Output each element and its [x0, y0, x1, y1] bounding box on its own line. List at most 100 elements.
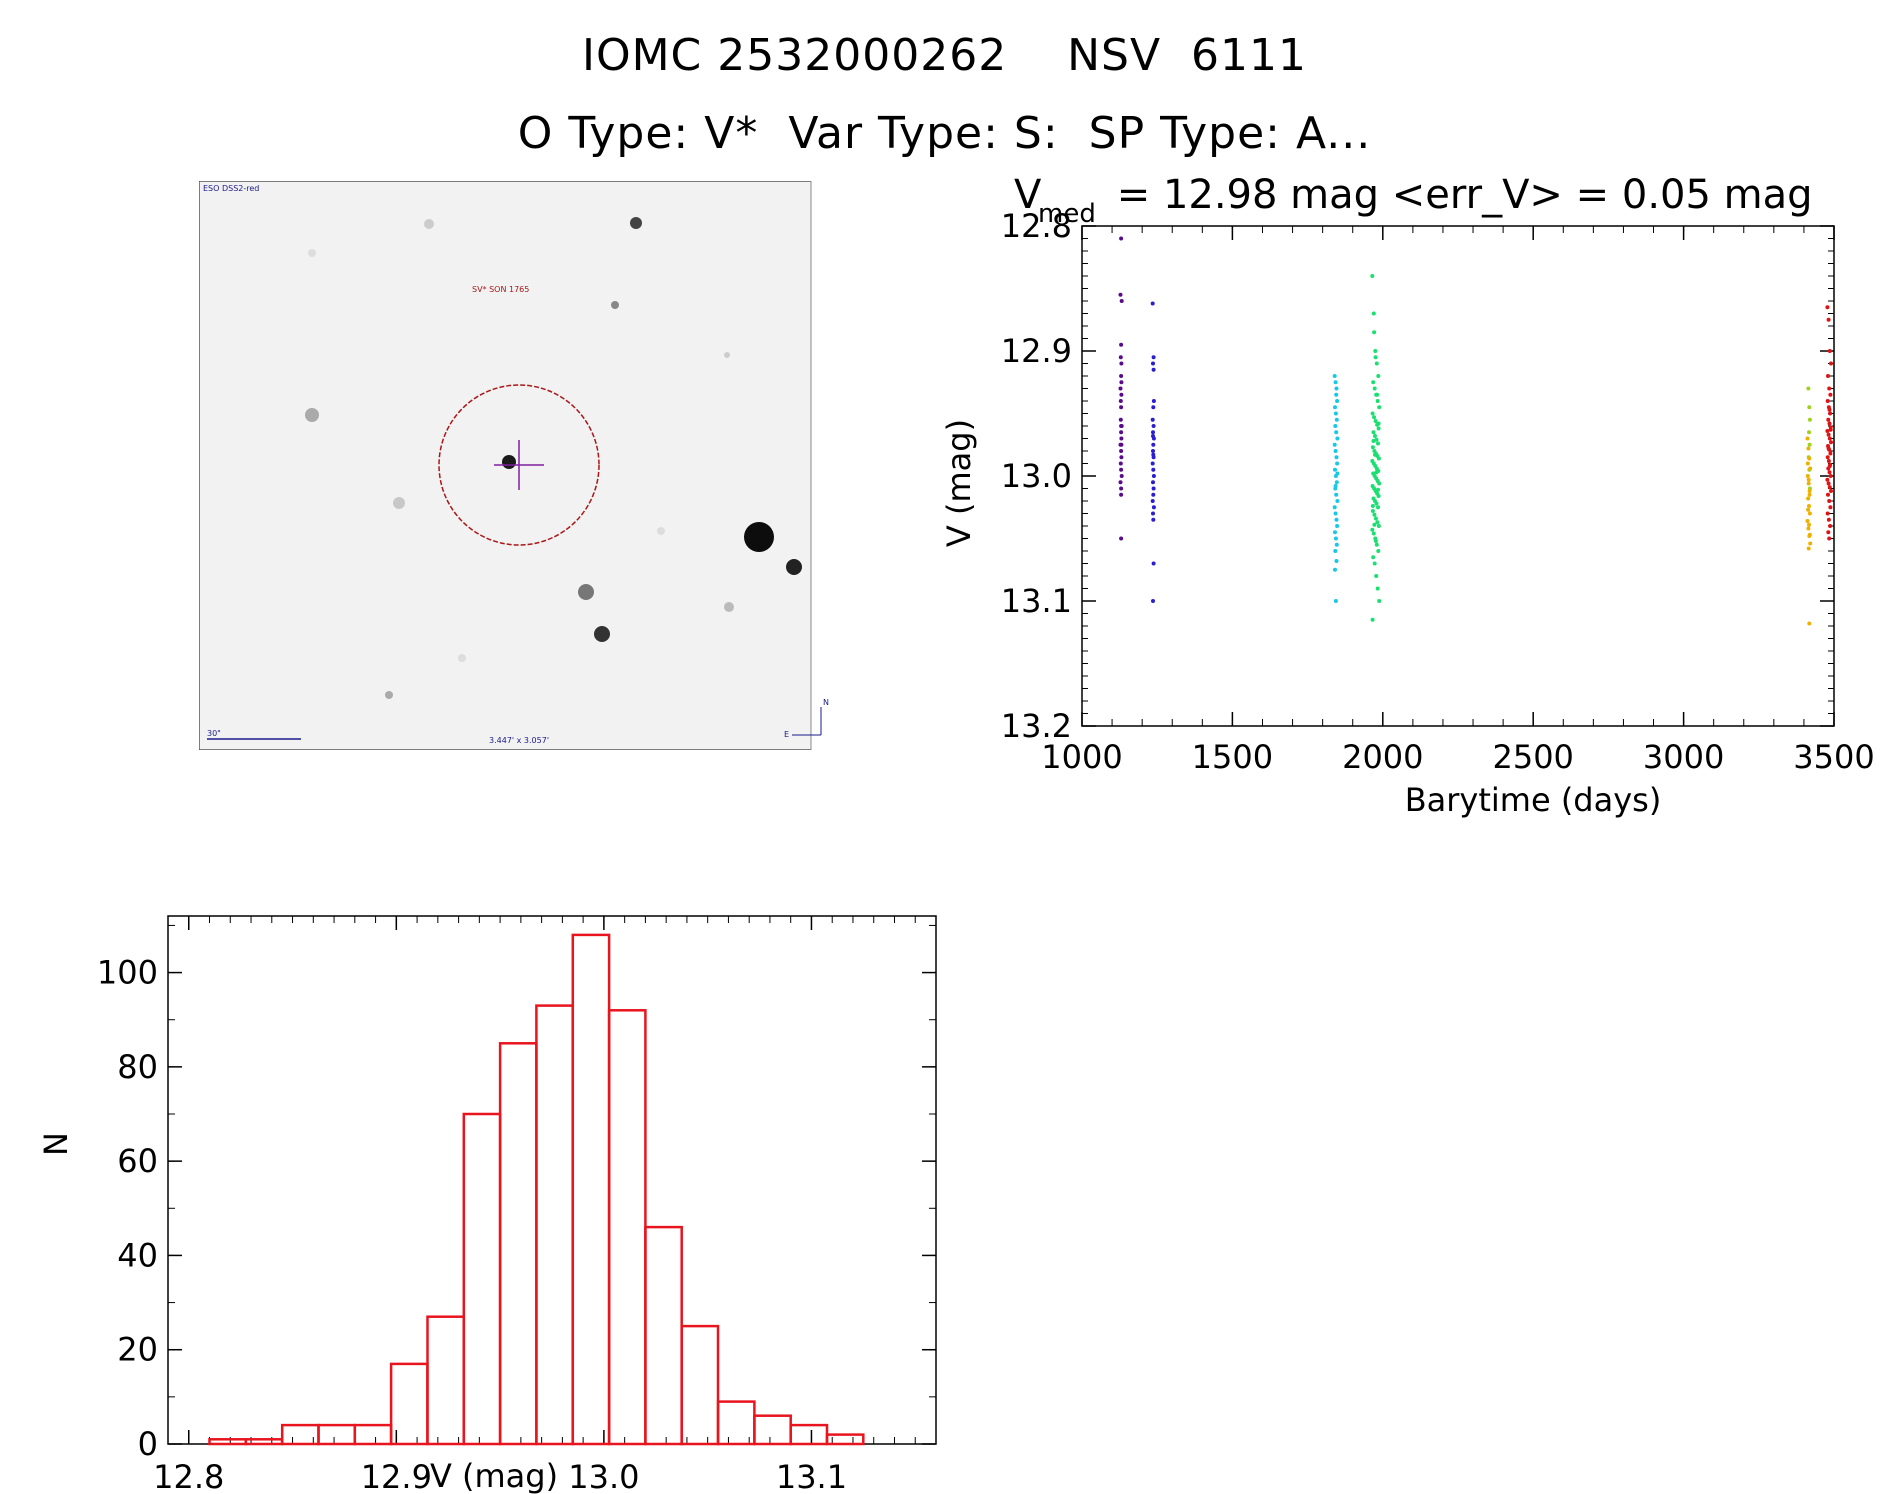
lc-point	[1825, 477, 1830, 482]
hist-bar	[753, 1414, 792, 1446]
lc-point	[1807, 456, 1812, 461]
lc-point	[1825, 305, 1830, 310]
hist-y-tick-label: 20	[117, 1331, 158, 1369]
lc-point	[1806, 496, 1811, 501]
lc-point	[1371, 531, 1376, 536]
lc-point	[1334, 392, 1339, 397]
lc-point	[1826, 446, 1831, 451]
lc-point	[1828, 392, 1833, 397]
lc-point	[1118, 292, 1123, 297]
lc-point	[1828, 451, 1833, 456]
lc-point	[1827, 536, 1832, 541]
lc-point	[1334, 542, 1339, 547]
lc-point	[1376, 456, 1381, 461]
lc-point	[1333, 549, 1338, 553]
lc-point	[1370, 527, 1375, 532]
lc-point	[1826, 317, 1831, 322]
star	[594, 626, 610, 642]
lc-point	[1118, 399, 1123, 403]
hist-bar	[644, 1225, 683, 1446]
hist-plot-frame	[167, 915, 937, 1445]
lc-point	[1825, 429, 1830, 433]
lc-point	[1828, 411, 1833, 416]
lc-point	[1371, 555, 1376, 560]
lc-point	[1151, 355, 1156, 360]
lc-point	[1806, 446, 1811, 451]
scale-label: 30"	[207, 729, 221, 738]
lc-y-tick-label: 12.9	[1001, 332, 1072, 370]
star	[305, 408, 319, 422]
hist-xlabel: V (mag)	[430, 1457, 558, 1494]
lc-point	[1826, 530, 1831, 535]
lc-point	[1806, 526, 1811, 531]
lc-point	[1829, 489, 1833, 493]
lc-point	[1376, 494, 1381, 498]
hist-bar	[680, 1324, 720, 1446]
lc-point	[1334, 386, 1339, 391]
lc-point	[1151, 505, 1156, 510]
lc-point	[1807, 489, 1812, 493]
star	[786, 559, 802, 575]
lc-x-tick-label: 3500	[1793, 738, 1874, 776]
hist-ylabel: N	[40, 1132, 75, 1156]
lc-point	[1373, 355, 1378, 360]
lc-point	[1151, 474, 1156, 478]
title-line-1: IOMC 2532000262 NSV 6111	[581, 30, 1308, 81]
lc-point	[1333, 536, 1338, 541]
lc-point	[1119, 424, 1124, 428]
lc-point	[1334, 517, 1339, 522]
lc-point	[1151, 561, 1156, 566]
hist-y-tick-label: 100	[97, 954, 158, 992]
lc-point	[1372, 330, 1377, 335]
lc-title-rest: = 12.98 mag <err_V> = 0.05 mag	[1104, 172, 1813, 218]
lc-xlabel: Barytime (days)	[1405, 781, 1662, 819]
lc-point	[1333, 599, 1338, 603]
lc-point	[1333, 405, 1337, 410]
finder-image-right-strip	[811, 181, 839, 750]
lc-point	[1373, 349, 1378, 353]
lc-point	[1150, 417, 1155, 422]
hist-bar	[208, 1438, 248, 1446]
lc-point	[1370, 445, 1375, 450]
lc-y-tick-label: 13.1	[1001, 582, 1072, 620]
lc-point	[1118, 461, 1123, 466]
lc-point	[1826, 374, 1830, 378]
lc-point	[1828, 505, 1833, 510]
lc-point	[1119, 374, 1124, 378]
hist-bar	[317, 1423, 357, 1446]
lc-point	[1334, 559, 1339, 563]
lc-point	[1151, 361, 1155, 366]
lc-plot-frame	[1081, 225, 1835, 727]
lc-point	[1805, 474, 1810, 478]
lc-point	[1805, 519, 1810, 523]
lc-point	[1119, 474, 1124, 478]
lc-point	[1151, 367, 1156, 372]
lc-point	[1150, 301, 1155, 306]
lc-point	[1334, 417, 1339, 422]
hist-x-tick-label: 13.1	[776, 1458, 847, 1494]
lc-title-main: V	[1014, 172, 1042, 218]
star	[502, 455, 516, 469]
hist-bar	[535, 1004, 574, 1446]
lc-point	[1825, 455, 1830, 460]
lc-point	[1335, 471, 1340, 476]
lc-point	[1370, 411, 1375, 416]
lc-point	[1376, 421, 1381, 426]
lc-point	[1827, 421, 1832, 426]
lc-point	[1118, 355, 1123, 360]
lc-point	[1376, 505, 1380, 510]
lc-point	[1371, 439, 1376, 443]
star	[630, 217, 642, 229]
lc-point	[1119, 392, 1124, 397]
lc-point	[1119, 467, 1124, 472]
lc-point	[1119, 442, 1124, 447]
hist-x-tick-label: 12.9	[361, 1458, 432, 1494]
hist-y-tick-label: 80	[117, 1048, 158, 1086]
hist-bar	[498, 1042, 538, 1446]
lc-point	[1376, 549, 1381, 553]
compass-north-label: N	[823, 698, 829, 707]
hist-bar	[571, 933, 611, 1446]
lc-point	[1151, 442, 1156, 447]
lc-point	[1376, 426, 1381, 431]
lc-point	[1372, 415, 1377, 420]
